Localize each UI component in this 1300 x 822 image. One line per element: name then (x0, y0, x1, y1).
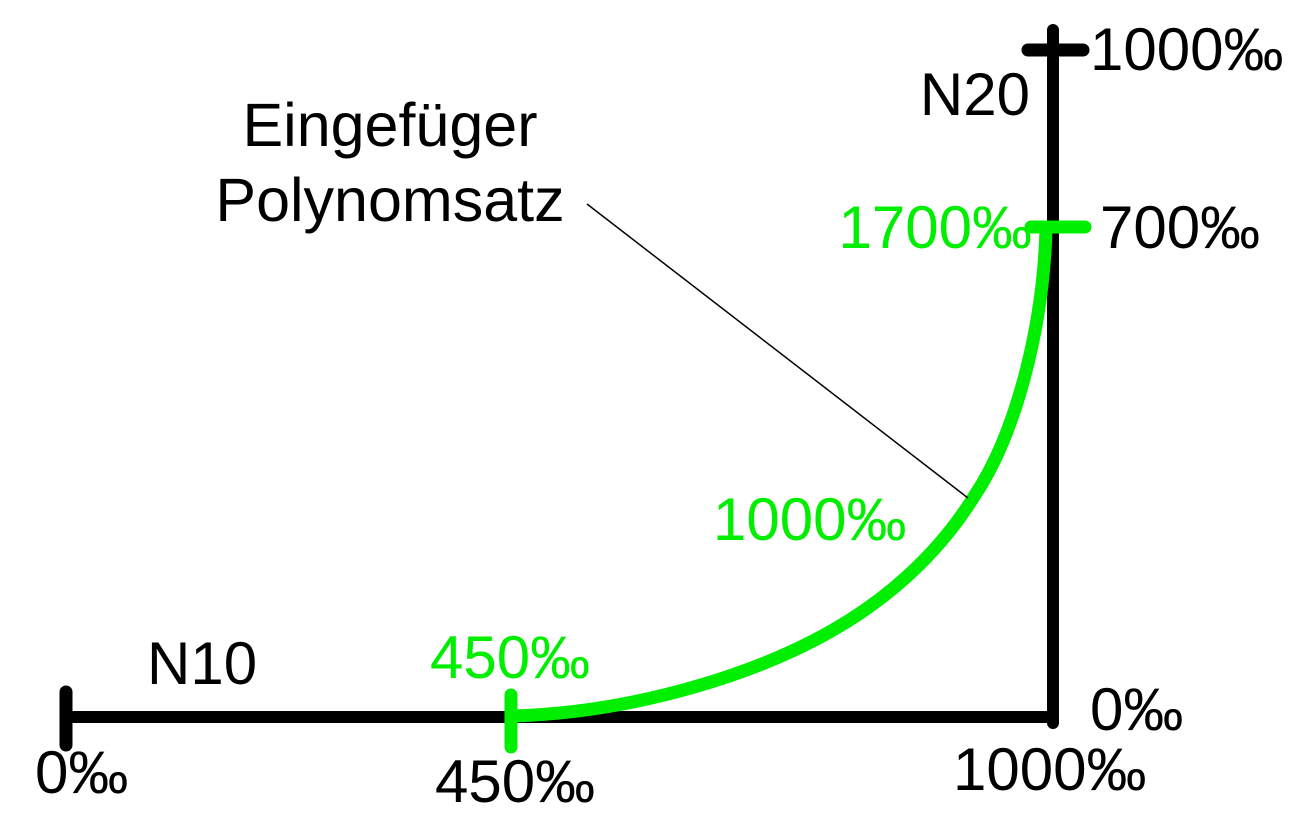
h-axis-start-tick-label: 0‰ (35, 739, 128, 806)
h-axis-mid-tick-green-label: 450‰ (430, 624, 590, 691)
annotation-title-line2: Polynomsatz (215, 166, 564, 234)
h-axis-mid-tick-label: 450‰ (435, 748, 595, 815)
curve-mid-value-label: 1000‰ (713, 486, 906, 553)
h-axis-name-label: N10 (147, 630, 257, 697)
v-axis-name-label: N20 (920, 61, 1030, 128)
v-axis-top-tick-label: 1000‰ (1090, 16, 1283, 83)
v-axis-mid-tick-label: 700‰ (1100, 194, 1260, 261)
v-axis-mid-tick-green-label: 1700‰ (839, 194, 1032, 261)
annotation-leader-line (586, 203, 969, 499)
corner-label-below: 1000‰ (953, 736, 1146, 803)
annotation-title-line1: Eingefüger (242, 91, 537, 159)
corner-label-above: 0‰ (1090, 676, 1183, 743)
polynomial-curve (506, 223, 1053, 723)
